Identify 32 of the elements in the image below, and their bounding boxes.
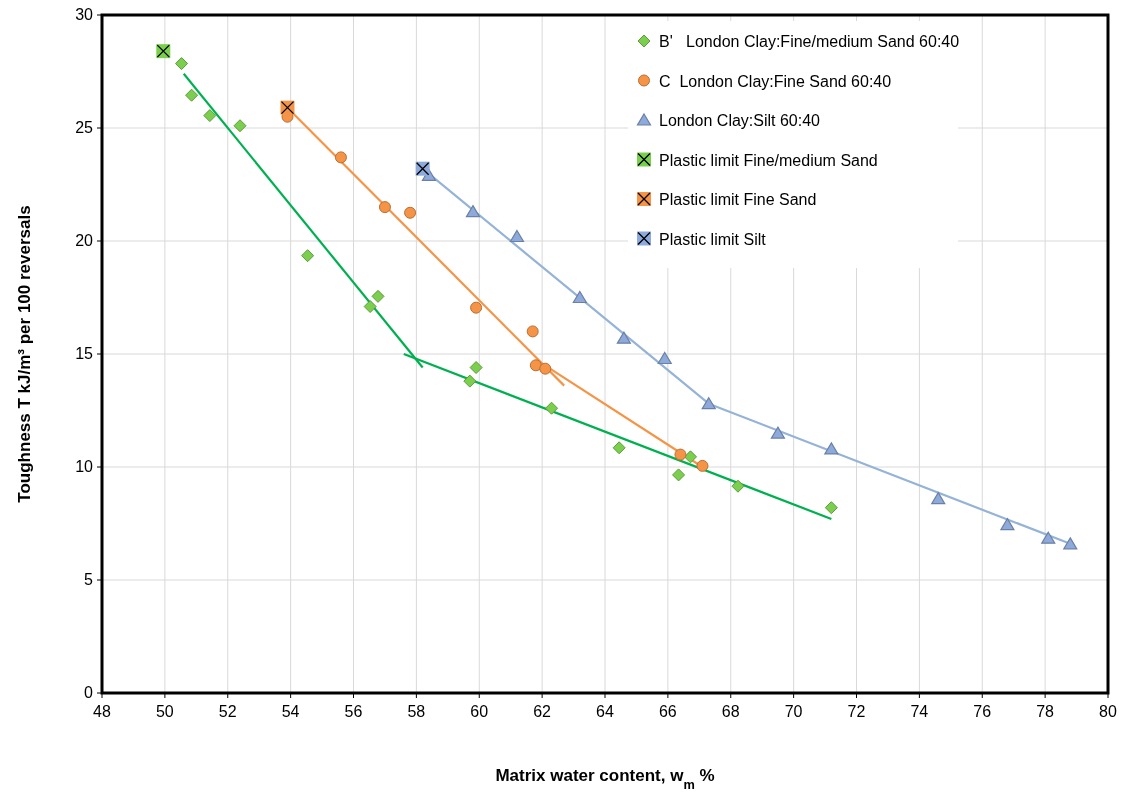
x-tick-label: 80 (1099, 703, 1117, 720)
y-axis-title: Toughness T kJ/m³ per 100 reversals (15, 205, 34, 503)
x-tick-label: 54 (281, 703, 300, 720)
y-tick-label: 15 (75, 345, 94, 362)
y-tick-label: 20 (75, 232, 94, 249)
y-tick-label: 5 (84, 571, 94, 588)
legend-label: B' London Clay:Fine/medium Sand 60:40 (659, 33, 960, 50)
x-tick-label: 60 (470, 703, 489, 720)
legend-label: Plastic limit Silt (659, 230, 767, 248)
x-tick-label: 52 (218, 703, 237, 720)
y-tick-label: 10 (75, 458, 94, 475)
x-axis-title: Matrix water content, w$_{m}$ % (495, 766, 715, 792)
x-tick-label: 72 (847, 703, 866, 720)
legend-label: Plastic limit Fine Sand (659, 191, 817, 208)
x-tick-label: 68 (721, 703, 740, 720)
x-tick-label: 62 (533, 703, 552, 720)
legend-label: Plastic limit Fine/medium Sand (659, 151, 878, 169)
x-tick-label: 48 (93, 703, 111, 720)
x-tick-label: 70 (784, 703, 803, 720)
x-tick-label: 64 (596, 703, 614, 720)
x-tick-label: 66 (658, 703, 677, 720)
legend-label: London Clay:Silt 60:40 (659, 112, 821, 129)
x-tick-label: 74 (910, 703, 929, 720)
x-tick-label: 58 (407, 703, 426, 720)
x-tick-label: 78 (1036, 703, 1055, 720)
x-tick-label: 56 (344, 703, 363, 720)
x-tick-label: 76 (973, 703, 992, 720)
y-tick-label: 0 (84, 684, 94, 701)
legend-label: C London Clay:Fine Sand 60:40 (659, 72, 892, 90)
x-tick-label: 50 (155, 703, 174, 720)
y-tick-label: 30 (75, 6, 94, 23)
y-tick-label: 25 (75, 119, 94, 136)
